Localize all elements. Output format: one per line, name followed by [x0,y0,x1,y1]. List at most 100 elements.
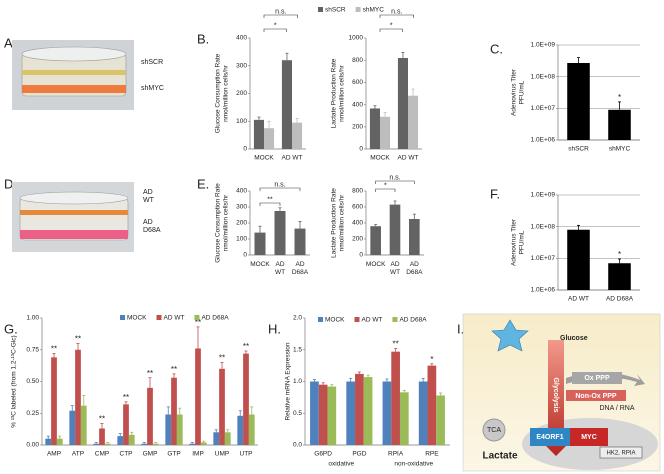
legend-label: shSCR [325,7,346,14]
bar [427,365,437,445]
bar [75,349,81,445]
group-label: oxidative [328,461,354,468]
bar [123,404,129,445]
bar [369,108,380,149]
legend-label: AD D68A [399,317,427,324]
x-tick-label: IMP [192,451,204,458]
y-tick-label: 1.5 [293,346,302,353]
bar [200,442,207,445]
y-tick-label: 1.0E+09 [531,192,556,199]
diagram-label: HK2, RPIA [606,451,635,457]
bar [264,128,275,149]
photo-label: shSCR [141,59,163,66]
bar [567,63,590,140]
y-tick-label: 0.50 [26,378,39,385]
significance: ** [147,369,153,378]
bar [147,387,153,445]
x-tick-label: CMP [95,451,109,458]
legend-swatch [392,317,398,322]
bar [567,229,590,290]
y-axis-label: nmol/million cells/hr [339,64,346,122]
bar [380,116,391,149]
bar [253,119,264,149]
y-axis-label: nmol/million cells/hr [223,194,230,252]
significance: * [618,250,621,259]
x-tick-label: AD WT [568,296,589,303]
bar [176,414,183,445]
bar [254,232,266,255]
photo [12,40,134,110]
bar [237,415,244,445]
y-tick-label: 1.0E+09 [531,42,556,49]
significance-bracket [375,180,415,184]
bar [399,392,409,445]
diagram [462,313,661,472]
y-tick-label: 2.0 [293,315,302,322]
significance: ** [51,345,57,354]
bar [370,226,381,255]
y-axis-label: % ¹³C labeled (from 1,2-¹³C-Glc) [11,335,18,427]
group-label: non-oxidative [394,461,433,468]
significance-bracket [259,202,281,206]
significance: ** [267,196,273,203]
y-tick-label: 200 [352,124,363,131]
y-tick-label: 400 [352,101,363,108]
bar [248,414,255,445]
panel-label: B. [197,31,209,46]
bar [51,357,57,445]
y-tick-label: 1.0E+08 [531,223,556,230]
photo-label: AD WT [143,189,155,204]
diagram-label: E4ORF1 [536,434,563,441]
bar [45,438,52,445]
bar [281,60,292,150]
y-tick-label: 0 [359,146,363,153]
x-tick-label: shMYC [609,146,631,153]
y-axis-label: Adenovirus Titer [511,68,518,116]
x-tick-label: AD WT [282,155,303,162]
significance: * [390,22,393,29]
y-axis-label: nmol/million cells/hr [223,64,230,122]
bar [418,381,428,445]
bar [104,443,111,445]
bar [346,381,356,445]
y-tick-label: 1.00 [26,315,39,322]
legend-swatch [194,315,200,320]
x-tick-label: shSCR [568,146,589,153]
significance-bracket [375,188,396,192]
significance: * [618,93,621,102]
y-tick-label: 1.0E+06 [531,287,556,294]
photo [12,182,134,252]
significance-bracket [379,28,403,32]
y-tick-label: 300 [236,62,247,69]
bar [436,395,445,445]
diagram-label: Ox PPP [584,375,610,382]
bar [243,353,249,445]
bar [310,381,319,445]
bar [165,414,172,445]
y-tick-label: 1.0E+06 [531,137,556,144]
legend-swatch [355,7,361,12]
significance: ** [393,340,399,349]
y-tick-label: 600 [352,79,363,86]
x-tick-label: UMP [215,451,229,458]
y-axis-label: Adenovirus Titer [511,218,518,266]
panel-label: F. [490,186,500,201]
y-tick-label: 200 [236,90,247,97]
bar [608,263,631,290]
x-tick-label: GTP [167,451,180,458]
y-axis-label: Lactate Production Rate [331,188,338,258]
significance: ** [171,365,177,374]
x-tick-label: RPIA [388,451,404,458]
legend-label: AD D68A [201,315,229,322]
x-tick-label: MOCK [254,155,274,162]
bar [93,443,100,445]
significance: n.s. [391,8,402,15]
x-tick-label: PGD [352,451,366,458]
y-tick-label: 0.00 [26,442,39,449]
significance: * [430,355,433,364]
bar [608,109,631,140]
significance: ** [243,342,249,351]
legend-swatch [318,7,323,12]
significance-bracket [379,14,414,18]
